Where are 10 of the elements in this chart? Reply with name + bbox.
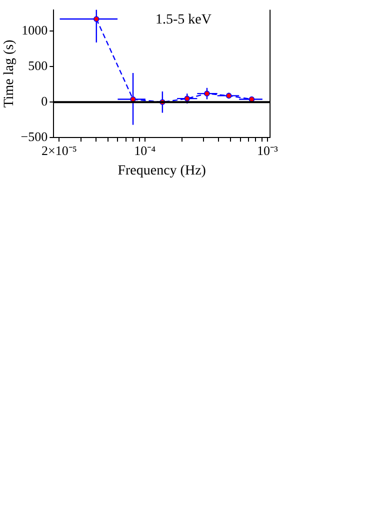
y-axis-title: Time lag (s) <box>2 39 18 108</box>
y-tick-label: 500 <box>28 58 48 74</box>
x-tick-label: 10⁻³ <box>257 142 278 158</box>
y-tick-label: 0 <box>41 94 48 109</box>
annotation: 1.5-5 keV <box>155 12 212 28</box>
y-tick-label: −500 <box>20 129 48 144</box>
x-axis-title: Frequency (Hz) <box>118 163 206 178</box>
x-tick-label: 2×10⁻⁵ <box>42 142 77 158</box>
x-tick-label: 10⁻⁴ <box>134 142 156 158</box>
y-tick-label: 1000 <box>22 22 48 38</box>
